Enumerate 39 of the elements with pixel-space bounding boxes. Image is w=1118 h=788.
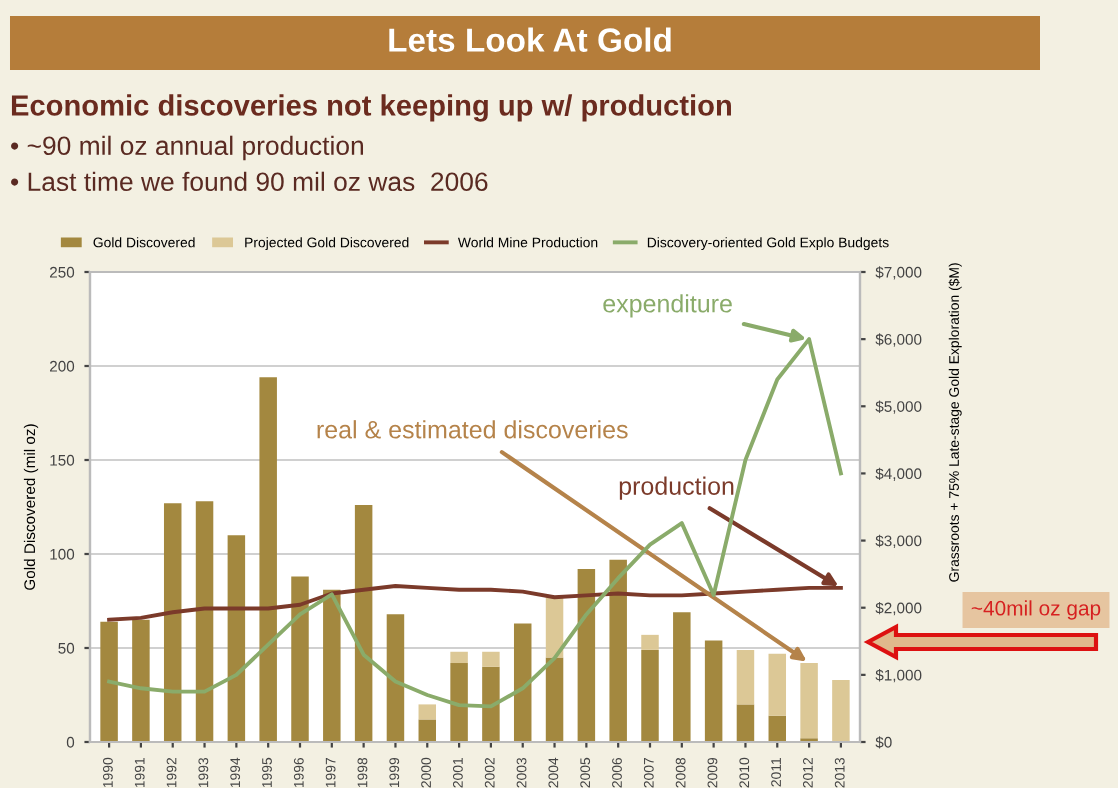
bar <box>800 663 818 739</box>
bar <box>513 623 532 742</box>
annotation: expenditure <box>603 294 732 318</box>
bar <box>323 589 341 742</box>
bar <box>736 649 755 705</box>
text: • Last time we found 90 mil oz was 2006 <box>11 171 488 192</box>
bar <box>100 621 118 742</box>
bar <box>736 704 755 742</box>
bar <box>768 715 787 742</box>
bar <box>450 663 468 742</box>
bar <box>482 651 500 667</box>
bar <box>450 651 468 664</box>
bar <box>641 649 659 742</box>
bar <box>545 657 564 742</box>
text: ~40mil oz gap <box>971 600 1101 620</box>
bar <box>418 719 437 742</box>
bar <box>673 612 691 742</box>
line-series <box>107 337 843 709</box>
annotation: production <box>619 476 734 500</box>
bar <box>609 559 627 742</box>
bar <box>482 666 500 742</box>
annotation: real & estimated discoveries <box>317 420 628 439</box>
bar <box>832 679 850 742</box>
text: • ~90 mil oz annual production <box>11 135 363 161</box>
chart-subtitle: Economic discoveries not keeping up w/ production <box>11 94 731 122</box>
bar <box>577 569 596 742</box>
bar <box>291 576 309 742</box>
bar <box>386 614 405 742</box>
bar <box>354 505 373 742</box>
bar <box>259 377 277 742</box>
bar <box>704 640 723 742</box>
bar <box>163 503 182 742</box>
bar <box>641 634 659 650</box>
bar <box>418 704 437 720</box>
chart-title: Lets Look At Gold <box>389 27 671 52</box>
bar <box>195 501 214 742</box>
bar <box>227 535 246 742</box>
bar <box>132 619 150 742</box>
bar <box>768 653 787 716</box>
